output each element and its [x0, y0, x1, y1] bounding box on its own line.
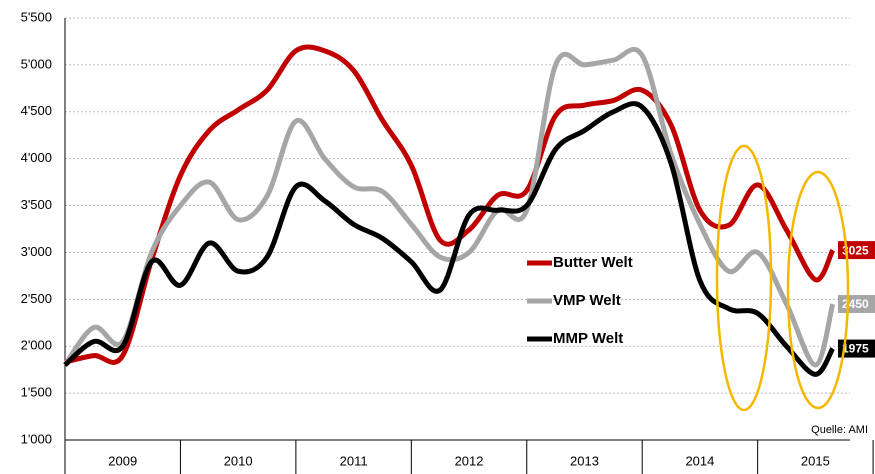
y-tick-label: 5'000 [21, 56, 52, 71]
y-tick-label: 1'000 [21, 431, 52, 446]
end-label: 3025 [842, 243, 869, 257]
source-note: Quelle: AMI [811, 424, 868, 436]
x-tick-label: 2010 [224, 453, 253, 468]
series-line [62, 46, 836, 368]
y-tick-label: 1'500 [21, 385, 52, 400]
y-tick-label: 3'000 [21, 244, 52, 259]
x-tick-label: 2011 [340, 453, 368, 468]
legend-label: VMP Welt [553, 292, 621, 309]
y-tick-label: 3'500 [21, 197, 52, 212]
annotations [715, 144, 850, 412]
end-label-box [838, 339, 875, 358]
legend-label: MMP Welt [553, 330, 623, 347]
grid: 1'000 1'500 2'000 2'500 3'000 3'500 4'000 4'500… [21, 9, 874, 474]
y-tick-label: 5'500 [21, 9, 52, 24]
series-line [64, 44, 835, 365]
y-tick-label: 4'000 [21, 150, 52, 165]
x-tick-label: 2013 [570, 453, 599, 468]
x-tick-label: 2014 [685, 453, 714, 468]
series-line [63, 101, 835, 377]
end-label: 1975 [842, 342, 869, 356]
lines: 3025 Butter Welt 2450 VMP Welt 1975 MMP Welt [62, 44, 875, 377]
y-tick-label: 2'500 [21, 291, 52, 306]
highlight-ellipse [786, 170, 850, 410]
highlight-ellipse [715, 144, 773, 412]
x-tick-label: 2015 [801, 453, 830, 468]
legend-label: Butter Welt [553, 254, 633, 271]
x-tick-label: 2009 [108, 453, 137, 468]
y-tick-label: 4'500 [21, 103, 52, 118]
x-tick-label: 2012 [455, 453, 484, 468]
end-label: 2450 [842, 297, 869, 311]
y-tick-label: 2'000 [21, 338, 52, 353]
